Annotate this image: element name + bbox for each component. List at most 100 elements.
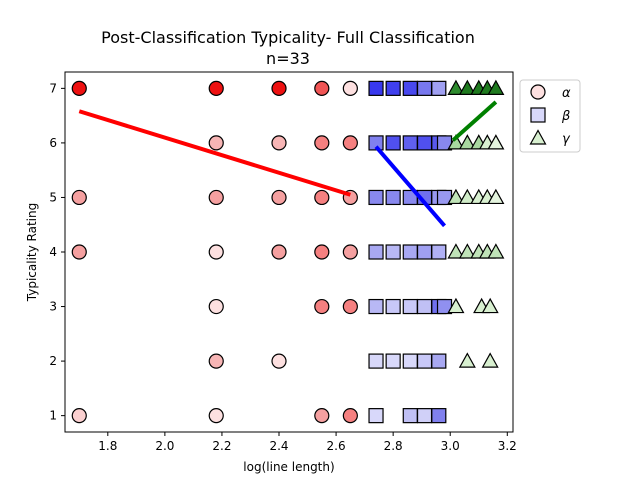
trend-line: [451, 100, 498, 142]
trend-line: [78, 109, 351, 197]
data-point-circle: [314, 135, 330, 151]
data-point-triangle: [458, 243, 476, 259]
data-point-circle: [342, 298, 358, 315]
data-point-square: [368, 80, 384, 96]
data-point-square: [416, 80, 433, 96]
data-point-circle: [208, 244, 224, 260]
chart-subtitle: n=33: [266, 49, 310, 68]
legend: αβγ: [519, 79, 581, 153]
data-point-square: [368, 353, 384, 369]
data-point-circle: [271, 135, 287, 151]
data-point-square: [416, 298, 433, 315]
chart-title: Post-Classification Typicality- Full Cla…: [101, 28, 475, 47]
data-point-triangle: [487, 134, 505, 150]
data-point-square: [368, 189, 384, 206]
x-tick-label: 2.4: [269, 439, 288, 453]
data-point-square: [368, 135, 384, 151]
data-point-circle: [71, 244, 87, 260]
y-tick-label: 1: [49, 409, 57, 423]
x-axis-label: log(line length): [243, 460, 334, 474]
x-tick-label: 3.0: [441, 439, 460, 453]
trend-line: [374, 145, 447, 228]
legend-label: β: [561, 109, 570, 124]
x-tick-label: 2.6: [327, 439, 346, 453]
data-point-triangle: [447, 243, 465, 259]
data-point-circle: [71, 408, 87, 424]
data-point-triangle: [481, 297, 499, 314]
data-point-circle: [208, 408, 224, 424]
data-point-circle: [208, 189, 224, 206]
legend-label: α: [562, 86, 571, 101]
data-point-circle: [208, 353, 224, 369]
data-point-triangle: [447, 134, 465, 150]
data-point-square: [416, 408, 433, 424]
data-point-circle: [342, 80, 358, 96]
y-axis-label: Typicality Rating: [25, 203, 39, 302]
data-point-square: [385, 244, 401, 260]
data-point-triangle: [458, 188, 476, 205]
data-point-triangle: [481, 352, 499, 368]
y-tick-label: 5: [49, 190, 57, 204]
data-point-square: [431, 244, 447, 260]
data-point-triangle: [487, 243, 505, 259]
data-point-circle: [314, 189, 330, 206]
data-point-square: [385, 353, 401, 369]
data-point-square: [385, 80, 401, 96]
data-point-square: [402, 408, 418, 424]
x-tick-label: 1.8: [98, 439, 117, 453]
data-point-circle: [342, 135, 358, 151]
data-point-triangle: [447, 79, 465, 95]
data-point-triangle: [487, 188, 505, 205]
data-point-circle: [208, 298, 224, 315]
data-point-square: [385, 189, 401, 206]
data-point-circle: [271, 244, 287, 260]
data-point-square: [368, 244, 384, 260]
legend-marker-circle: [530, 84, 546, 100]
plot-area: [71, 79, 505, 424]
data-point-triangle: [447, 297, 465, 314]
data-point-circle: [208, 80, 224, 96]
data-point-circle: [314, 244, 330, 260]
legend-label: γ: [562, 132, 571, 147]
data-point-square: [416, 135, 433, 151]
data-point-circle: [314, 298, 330, 315]
legend-marker-triangle: [529, 129, 547, 145]
data-point-square: [368, 408, 384, 424]
y-tick-label: 7: [49, 81, 57, 95]
data-point-square: [431, 80, 447, 96]
x-tick-label: 3.2: [498, 439, 517, 453]
data-point-circle: [342, 244, 358, 260]
data-point-square: [402, 244, 418, 260]
data-point-triangle: [458, 352, 476, 368]
data-point-triangle: [447, 188, 465, 205]
data-point-square: [368, 298, 384, 315]
data-point-square: [402, 80, 418, 96]
data-point-square: [402, 135, 418, 151]
data-point-circle: [208, 135, 224, 151]
data-point-circle: [271, 80, 287, 96]
data-point-circle: [342, 408, 358, 424]
y-tick-label: 4: [49, 245, 57, 259]
data-point-circle: [314, 80, 330, 96]
y-tick-label: 3: [49, 300, 57, 314]
data-point-square: [402, 298, 418, 315]
x-tick-label: 2.0: [155, 439, 174, 453]
x-tick-label: 2.8: [384, 439, 403, 453]
y-tick-label: 6: [49, 136, 57, 150]
data-point-triangle: [458, 79, 476, 95]
data-point-circle: [271, 353, 287, 369]
data-point-circle: [271, 189, 287, 206]
data-point-circle: [314, 408, 330, 424]
data-point-circle: [71, 189, 87, 206]
data-point-square: [416, 353, 433, 369]
y-tick-label: 2: [49, 354, 57, 368]
x-axis-ticks: 1.8 2.0 2.2 2.4 2.6 2.8 3.0 3.2: [98, 432, 517, 453]
data-point-square: [416, 244, 433, 260]
data-point-square: [385, 298, 401, 315]
y-axis-ticks: 1 2 3 4 5 6 7: [49, 81, 65, 423]
legend-box: [519, 79, 581, 153]
data-point-triangle: [458, 134, 476, 150]
data-point-triangle: [487, 79, 505, 95]
data-point-square: [385, 135, 401, 151]
